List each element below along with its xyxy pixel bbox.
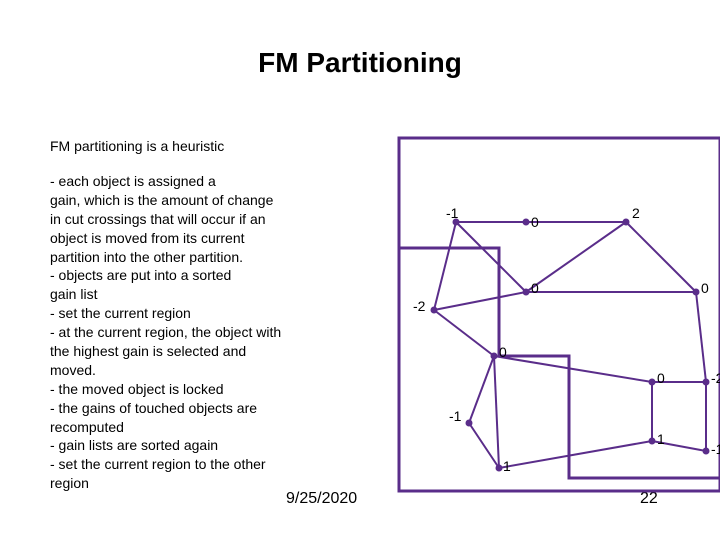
node-gain-label: 0 — [701, 280, 709, 296]
node-gain-label: 2 — [632, 205, 640, 221]
node-gain-label: -1 — [711, 441, 720, 457]
subtitle-text: FM partitioning is a heuristic — [50, 138, 224, 154]
footer-page: 22 — [640, 490, 658, 508]
node-gain-label: 1 — [657, 431, 665, 447]
node-gain-label: 0 — [531, 280, 539, 296]
footer-date: 9/25/2020 — [286, 490, 357, 508]
body-text: - each object is assigned a gain, which … — [50, 172, 340, 493]
node-gain-label: -2 — [711, 370, 720, 386]
node-gain-label: 0 — [657, 370, 665, 386]
node-gain-label: 0 — [499, 344, 507, 360]
diagram-labels: -1 0 2 -2 0 0 0 0 -2 -1 1 1 -1 — [399, 138, 720, 491]
page-title: FM Partitioning — [0, 47, 720, 79]
node-gain-label: 0 — [531, 214, 539, 230]
node-gain-label: -1 — [449, 408, 461, 424]
partition-diagram: -1 0 2 -2 0 0 0 0 -2 -1 1 1 -1 — [399, 138, 720, 491]
node-gain-label: -2 — [413, 298, 425, 314]
node-gain-label: -1 — [446, 205, 458, 221]
node-gain-label: 1 — [503, 458, 511, 474]
